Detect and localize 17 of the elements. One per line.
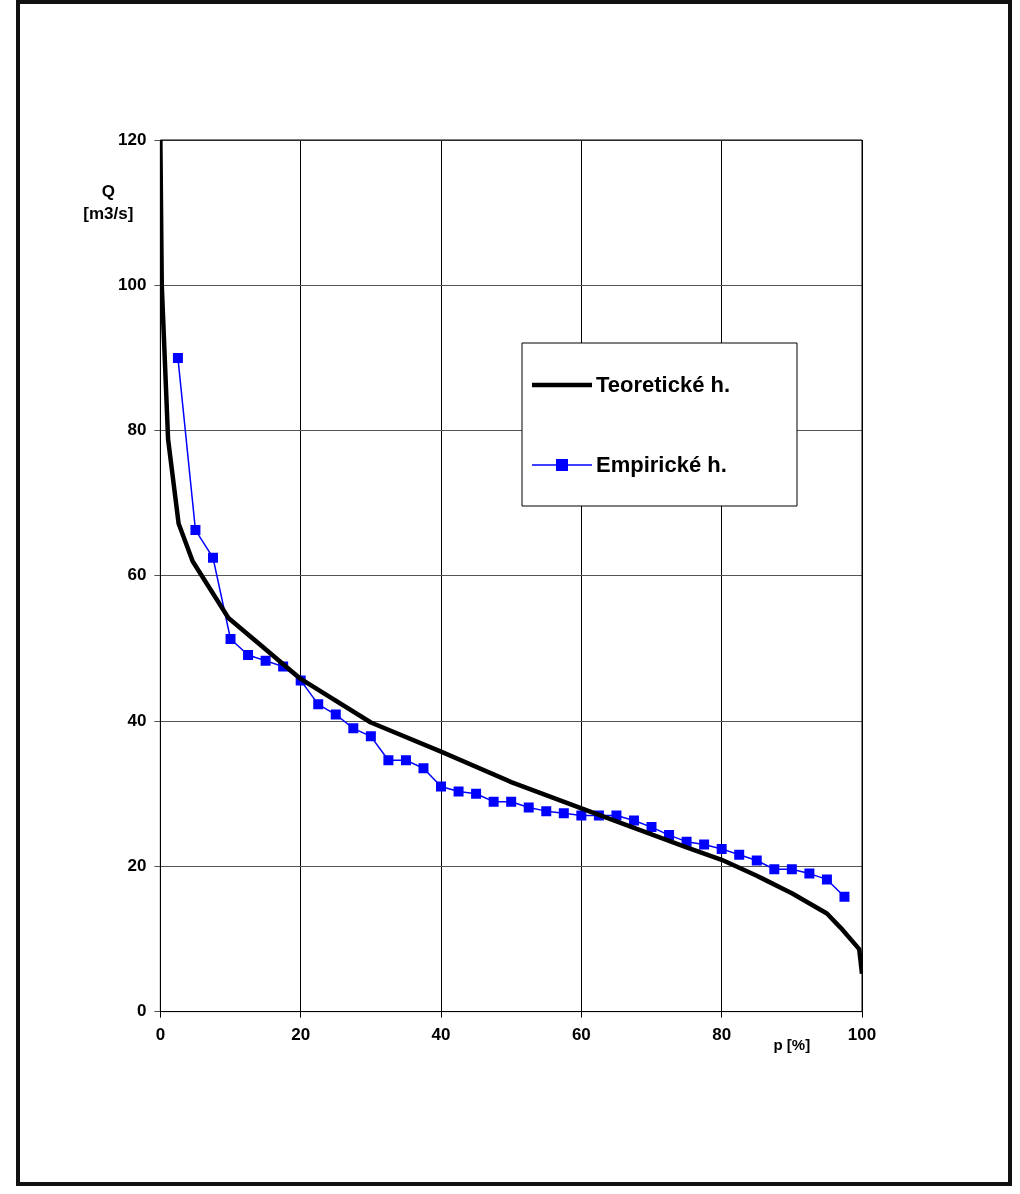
y-tick-label: 40 xyxy=(127,710,147,730)
legend-label: Teoretické h. xyxy=(596,372,731,398)
y-tick-label: 80 xyxy=(127,420,147,440)
legend-label: Empirické h. xyxy=(596,452,727,478)
x-tick-label: 0 xyxy=(155,1025,166,1045)
x-tick-label: 60 xyxy=(571,1025,591,1045)
x-tick-label: 100 xyxy=(847,1025,877,1045)
y-tick-label: 60 xyxy=(127,565,147,585)
x-tick-label: 20 xyxy=(291,1025,311,1045)
x-tick-label: 80 xyxy=(712,1025,732,1045)
y-tick-label: 0 xyxy=(136,1001,147,1021)
x-tick-label: 40 xyxy=(431,1025,451,1045)
y-tick-label: 20 xyxy=(127,856,147,876)
y-axis-title: Q [m3/s] xyxy=(83,181,134,223)
x-axis-title: p [%] xyxy=(773,1035,811,1053)
y-tick-label: 120 xyxy=(117,129,147,149)
y-tick-label: 100 xyxy=(117,274,147,294)
